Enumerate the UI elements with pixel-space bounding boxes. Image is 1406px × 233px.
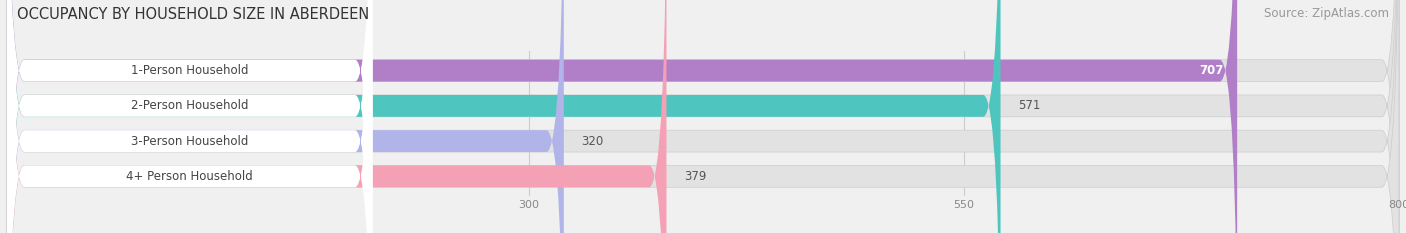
FancyBboxPatch shape — [7, 0, 1399, 233]
Text: 379: 379 — [683, 170, 706, 183]
Text: OCCUPANCY BY HOUSEHOLD SIZE IN ABERDEEN: OCCUPANCY BY HOUSEHOLD SIZE IN ABERDEEN — [17, 7, 370, 22]
FancyBboxPatch shape — [7, 0, 1237, 233]
Text: 4+ Person Household: 4+ Person Household — [127, 170, 253, 183]
Text: 3-Person Household: 3-Person Household — [131, 135, 249, 148]
Text: 1-Person Household: 1-Person Household — [131, 64, 249, 77]
Text: 2-Person Household: 2-Person Household — [131, 99, 249, 112]
FancyBboxPatch shape — [7, 0, 373, 233]
Text: 707: 707 — [1199, 64, 1223, 77]
FancyBboxPatch shape — [7, 0, 1001, 233]
Text: Source: ZipAtlas.com: Source: ZipAtlas.com — [1264, 7, 1389, 20]
FancyBboxPatch shape — [7, 0, 1399, 233]
FancyBboxPatch shape — [7, 0, 666, 233]
FancyBboxPatch shape — [7, 0, 373, 233]
FancyBboxPatch shape — [7, 0, 373, 233]
Text: 320: 320 — [581, 135, 603, 148]
FancyBboxPatch shape — [7, 0, 1399, 233]
FancyBboxPatch shape — [7, 0, 373, 233]
Text: 571: 571 — [1018, 99, 1040, 112]
FancyBboxPatch shape — [7, 0, 564, 233]
FancyBboxPatch shape — [7, 0, 1399, 233]
